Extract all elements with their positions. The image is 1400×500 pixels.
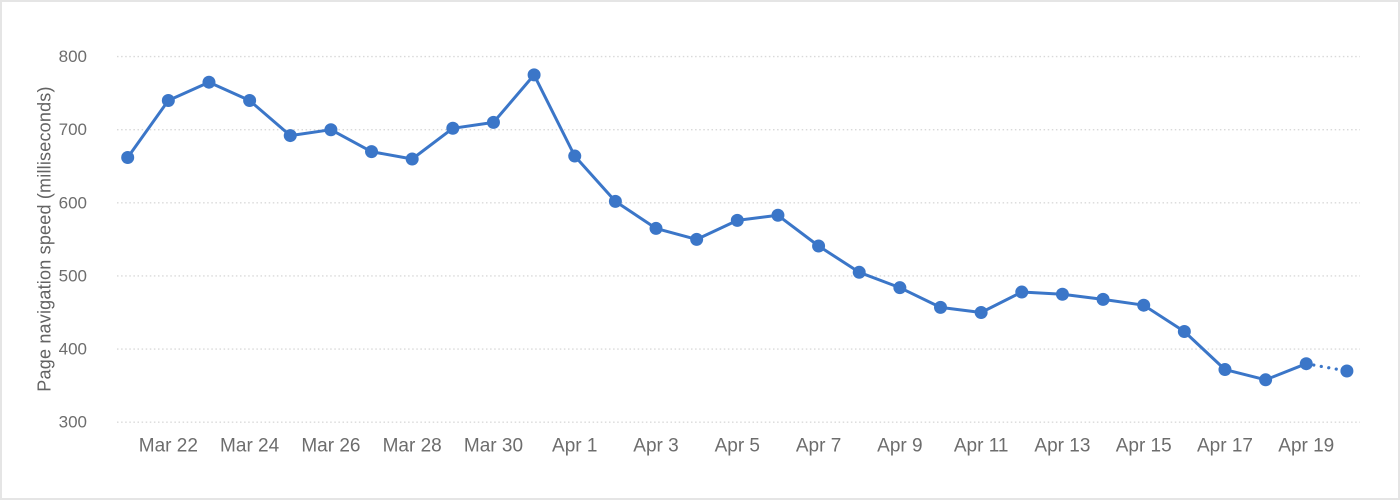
data-point[interactable] bbox=[974, 306, 988, 320]
x-tick-label: Mar 28 bbox=[383, 436, 442, 457]
x-tick-label: Apr 1 bbox=[552, 436, 597, 457]
data-point[interactable] bbox=[812, 239, 826, 253]
data-point[interactable] bbox=[243, 93, 257, 107]
data-point[interactable] bbox=[852, 265, 866, 279]
data-point[interactable] bbox=[527, 68, 541, 82]
series-line bbox=[126, 73, 1308, 382]
x-tick-label: Apr 13 bbox=[1034, 436, 1090, 457]
x-tick-label: Apr 11 bbox=[954, 436, 1009, 457]
y-tick-label: 800 bbox=[59, 47, 87, 66]
x-tick-label: Mar 26 bbox=[301, 436, 360, 457]
data-point[interactable] bbox=[771, 208, 785, 222]
data-point[interactable] bbox=[568, 149, 582, 163]
data-point[interactable] bbox=[1340, 364, 1354, 378]
data-point[interactable] bbox=[1218, 363, 1232, 377]
y-tick-label: 400 bbox=[59, 340, 87, 359]
data-point[interactable] bbox=[730, 213, 744, 227]
data-point[interactable] bbox=[202, 75, 216, 89]
x-tick-label: Apr 17 bbox=[1197, 436, 1253, 457]
x-tick-label: Apr 9 bbox=[877, 436, 922, 457]
data-point[interactable] bbox=[1096, 292, 1110, 306]
data-point[interactable] bbox=[1137, 298, 1151, 312]
data-point[interactable] bbox=[446, 121, 460, 135]
data-point[interactable] bbox=[1177, 325, 1191, 339]
data-point[interactable] bbox=[365, 145, 379, 159]
data-point[interactable] bbox=[405, 152, 419, 166]
x-tick-label: Mar 30 bbox=[464, 436, 523, 457]
data-point[interactable] bbox=[608, 194, 622, 208]
data-point[interactable] bbox=[893, 281, 907, 295]
x-tick-label: Apr 5 bbox=[715, 436, 760, 457]
x-tick-label: Apr 15 bbox=[1116, 436, 1172, 457]
data-point[interactable] bbox=[486, 115, 500, 129]
data-point[interactable] bbox=[161, 93, 175, 107]
y-tick-label: 500 bbox=[59, 266, 87, 285]
x-tick-label: Apr 3 bbox=[633, 436, 678, 457]
data-point[interactable] bbox=[324, 123, 338, 137]
x-tick-label: Mar 22 bbox=[139, 436, 198, 457]
x-tick-label: Apr 19 bbox=[1278, 436, 1334, 457]
y-tick-label: 300 bbox=[59, 413, 87, 432]
data-point[interactable] bbox=[690, 232, 704, 246]
data-point[interactable] bbox=[1055, 287, 1069, 301]
y-tick-label: 600 bbox=[59, 193, 87, 212]
data-point[interactable] bbox=[1299, 357, 1313, 371]
series-line-projection bbox=[1304, 362, 1349, 373]
x-tick-label: Apr 7 bbox=[796, 436, 841, 457]
y-tick-label: 700 bbox=[59, 120, 87, 139]
data-point[interactable] bbox=[283, 129, 297, 143]
x-tick-label: Mar 24 bbox=[220, 436, 280, 457]
data-point[interactable] bbox=[1015, 285, 1029, 299]
data-point[interactable] bbox=[1259, 373, 1273, 387]
data-point[interactable] bbox=[934, 300, 947, 314]
data-point[interactable] bbox=[649, 221, 663, 235]
data-point[interactable] bbox=[121, 151, 135, 165]
